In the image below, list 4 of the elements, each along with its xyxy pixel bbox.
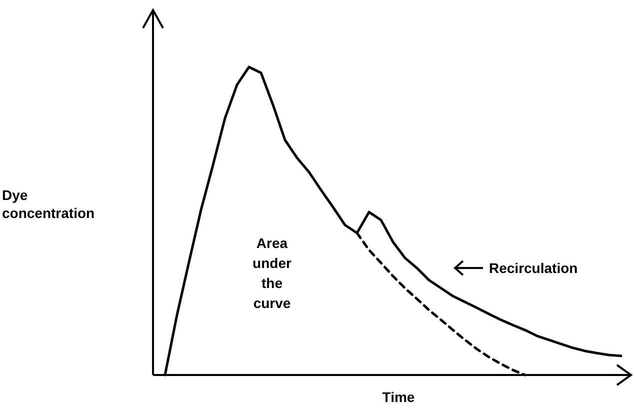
annotation: Area under the curve xyxy=(252,235,292,311)
x-axis-title: Time xyxy=(382,389,415,405)
annotation: Recirculation xyxy=(489,260,578,276)
y-axis-title: Dye concentration xyxy=(2,187,95,221)
